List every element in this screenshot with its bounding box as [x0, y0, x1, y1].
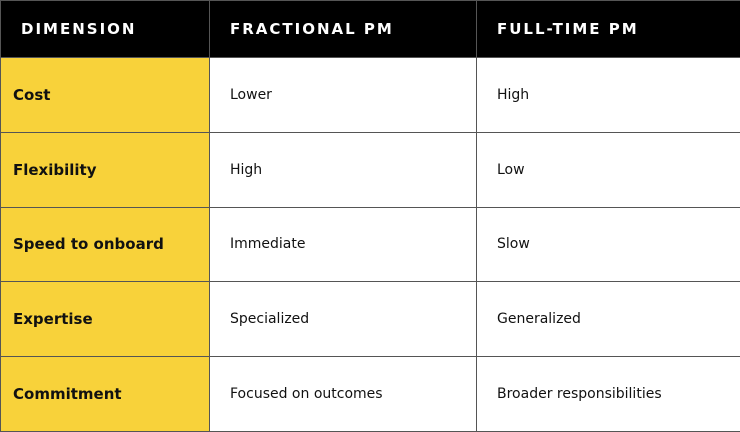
- value-cell: Slow: [476, 206, 740, 283]
- table-row: Commitment Focused on outcomes Broader res…: [0, 356, 740, 432]
- value-cell: Specialized: [209, 281, 477, 358]
- table-row: Flexibility High Low: [0, 131, 740, 208]
- table-row: Cost Lower High: [0, 57, 740, 133]
- dimension-cell: Cost: [0, 57, 210, 133]
- table-row: Speed to onboard Immediate Slow: [0, 206, 740, 283]
- dimension-cell: Flexibility: [0, 131, 210, 208]
- header-cell: FRACTIONAL PM: [209, 0, 477, 58]
- value-cell: High: [476, 57, 740, 133]
- table-row: Expertise Specialized Generalized: [0, 281, 740, 358]
- value-cell: Focused on outcomes: [209, 356, 477, 432]
- dimension-cell: Speed to onboard: [0, 206, 210, 283]
- header-cell: DIMENSION: [0, 0, 210, 58]
- table-body: Cost Lower High Flexibility High Low Speed to …: [0, 57, 740, 432]
- value-cell: Immediate: [209, 206, 477, 283]
- value-cell: Low: [476, 131, 740, 208]
- value-cell: Lower: [209, 57, 477, 133]
- dimension-cell: Expertise: [0, 281, 210, 358]
- header-cell: FULL-TIME PM: [476, 0, 740, 58]
- dimension-cell: Commitment: [0, 356, 210, 432]
- value-cell: Generalized: [476, 281, 740, 358]
- value-cell: High: [209, 131, 477, 208]
- value-cell: Broader responsibilities: [476, 356, 740, 432]
- header-row: DIMENSION FRACTIONAL PM FULL-TIME PM: [0, 0, 740, 58]
